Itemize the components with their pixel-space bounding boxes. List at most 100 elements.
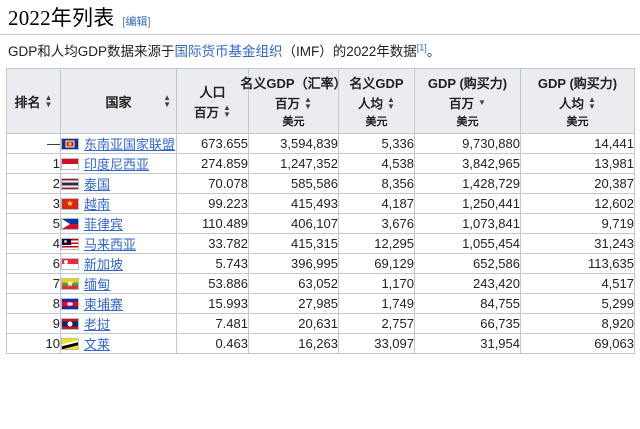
table-container: 排名 ▲ ▼ 国家 ▲ ▼: [0, 68, 640, 355]
country-link[interactable]: 东南亚国家联盟: [84, 137, 176, 153]
country-link[interactable]: 越南: [84, 197, 111, 213]
cell-ppp-per-capita: 12,602: [520, 193, 635, 215]
column-header-ppp-total-label: GDP (购买力): [427, 76, 508, 92]
table-header-row: 排名 ▲ ▼ 国家 ▲ ▼: [6, 68, 635, 135]
cell-ppp-total: 1,428,729: [414, 173, 521, 195]
column-header-ppp-per-capita-currency: 美元: [566, 116, 589, 129]
cell-rank: 3: [6, 193, 61, 215]
country-link[interactable]: 柬埔寨: [84, 297, 124, 313]
cell-nominal-total: 1,247,352: [248, 153, 339, 175]
cell-country: 马来西亚: [60, 233, 177, 255]
cell-ppp-total: 243,420: [414, 273, 521, 295]
country-link[interactable]: 马来西亚: [84, 237, 137, 253]
myanmar-flag-icon: [61, 277, 79, 290]
cell-population: 70.078: [176, 173, 249, 195]
column-header-population-unit: 百万: [194, 105, 220, 120]
column-header-country-label: 国家: [105, 94, 132, 110]
country-link[interactable]: 新加坡: [84, 257, 124, 273]
sort-arrow-nominal-total-icon[interactable]: ▲ ▼: [304, 94, 312, 111]
column-header-nominal-total-unit: 百万: [275, 97, 301, 112]
cell-rank: 7: [6, 273, 61, 295]
cell-nominal-per-capita: 1,170: [338, 273, 415, 295]
cell-country: 新加坡: [60, 253, 177, 275]
gdp-table: 排名 ▲ ▼ 国家 ▲ ▼: [6, 68, 635, 355]
cell-nominal-per-capita: 33,097: [338, 333, 415, 355]
cell-nominal-per-capita: 5,336: [338, 133, 415, 155]
column-header-ppp-per-capita-unit: 人均: [559, 97, 585, 112]
cell-population: 5.743: [176, 253, 249, 275]
cell-ppp-per-capita: 8,920: [520, 313, 635, 335]
sort-arrow-ppp-total-descending-icon[interactable]: ▼: [478, 97, 486, 107]
cell-nominal-per-capita: 8,356: [338, 173, 415, 195]
cell-country: 东南亚国家联盟: [60, 133, 177, 155]
column-header-nominal-per-capita-unit: 人均: [358, 97, 384, 112]
philippines-flag-icon: [61, 217, 79, 230]
imf-link[interactable]: 国际货币基金组织: [174, 44, 283, 60]
cell-country: 柬埔寨: [60, 293, 177, 315]
edit-label[interactable]: 编辑: [125, 16, 148, 28]
sort-arrow-ppp-per-capita-icon[interactable]: ▲ ▼: [588, 94, 596, 111]
cell-ppp-total: 652,586: [414, 253, 521, 275]
cell-ppp-per-capita: 31,243: [520, 233, 635, 255]
cell-nominal-total: 415,315: [248, 233, 339, 255]
malaysia-flag-icon: [61, 237, 79, 250]
cell-country: 印度尼西亚: [60, 153, 177, 175]
country-link[interactable]: 文莱: [84, 337, 111, 353]
cell-nominal-per-capita: 2,757: [338, 313, 415, 335]
cell-rank: 5: [6, 213, 61, 235]
edit-bracket-close: ]: [147, 16, 151, 28]
sort-arrow-population-icon[interactable]: ▲ ▼: [223, 103, 231, 120]
sort-arrow-rank-icon[interactable]: ▲ ▼: [44, 93, 53, 110]
intro-text-end: 。: [426, 44, 441, 60]
cell-rank: 10: [6, 333, 61, 355]
table-row: 10 文莱 0.463 16,263 33,097 31,954 69,063: [6, 333, 635, 355]
column-header-ppp-total-unit: 百万: [449, 97, 475, 112]
table-row: 6 新加坡 5.743 396,995 69,129 652,586 113,635: [6, 253, 635, 275]
column-header-rank[interactable]: 排名 ▲ ▼: [6, 68, 61, 135]
country-link[interactable]: 菲律宾: [84, 217, 124, 233]
cell-ppp-per-capita: 14,441: [520, 133, 635, 155]
column-header-population[interactable]: 人口 百万 ▲ ▼: [176, 68, 249, 135]
cell-population: 110.489: [176, 213, 249, 235]
column-header-ppp-total[interactable]: GDP (购买力) 百万 ▼ 美元: [414, 68, 521, 135]
cell-ppp-per-capita: 4,517: [520, 273, 635, 295]
cell-nominal-total: 415,493: [248, 193, 339, 215]
cell-nominal-per-capita: 69,129: [338, 253, 415, 275]
cell-population: 274.859: [176, 153, 249, 175]
cell-ppp-total: 31,954: [414, 333, 521, 355]
table-row: 8 柬埔寨 15.993 27,985 1,749 84,755 5,299: [6, 293, 635, 315]
cell-ppp-total: 1,073,841: [414, 213, 521, 235]
vietnam-flag-icon: [61, 197, 79, 210]
column-header-ppp-total-currency: 美元: [456, 116, 479, 129]
country-link[interactable]: 印度尼西亚: [84, 157, 150, 173]
column-header-country[interactable]: 国家 ▲ ▼: [60, 68, 177, 135]
cell-country: 泰国: [60, 173, 177, 195]
sort-arrow-nominal-per-capita-icon[interactable]: ▲ ▼: [387, 94, 395, 111]
cell-ppp-total: 84,755: [414, 293, 521, 315]
country-link[interactable]: 老挝: [84, 317, 111, 333]
cell-nominal-total: 406,107: [248, 213, 339, 235]
cell-rank: 1: [6, 153, 61, 175]
sort-arrow-country-icon[interactable]: ▲ ▼: [163, 93, 171, 110]
column-header-nominal-per-capita[interactable]: 名义GDP 人均 ▲ ▼ 美元: [338, 68, 415, 135]
edit-section-link[interactable]: [编辑]: [122, 13, 150, 29]
cell-rank: 2: [6, 173, 61, 195]
cell-country: 缅甸: [60, 273, 177, 295]
column-header-nominal-total[interactable]: 名义GDP（汇率） 百万 ▲ ▼ 美元: [240, 68, 347, 135]
cell-nominal-total: 3,594,839: [248, 133, 339, 155]
footnote-ref[interactable]: [1]: [416, 42, 427, 53]
column-header-population-label: 人口: [199, 84, 226, 100]
brunei-flag-icon: [61, 337, 79, 350]
section-heading: 2022年列表 [编辑]: [0, 0, 640, 36]
intro-paragraph: GDP和人均GDP数据来源于国际货币基金组织（IMF）的2022年数据[1]。: [0, 35, 640, 68]
column-header-ppp-per-capita-label: GDP (购买力): [537, 76, 618, 92]
cambodia-flag-icon: [61, 297, 79, 310]
country-link[interactable]: 缅甸: [84, 277, 111, 293]
column-header-ppp-per-capita[interactable]: GDP (购买力) 人均 ▲ ▼ 美元: [520, 68, 635, 135]
country-link[interactable]: 泰国: [84, 177, 111, 193]
table-row: 4 马来西亚 33.782 415,315 12,295 1,055,454 31,243: [6, 233, 635, 255]
cell-ppp-total: 1,250,441: [414, 193, 521, 215]
cell-nominal-total: 585,586: [248, 173, 339, 195]
column-header-nominal-per-capita-label: 名义GDP: [349, 76, 404, 92]
cell-country: 菲律宾: [60, 213, 177, 235]
